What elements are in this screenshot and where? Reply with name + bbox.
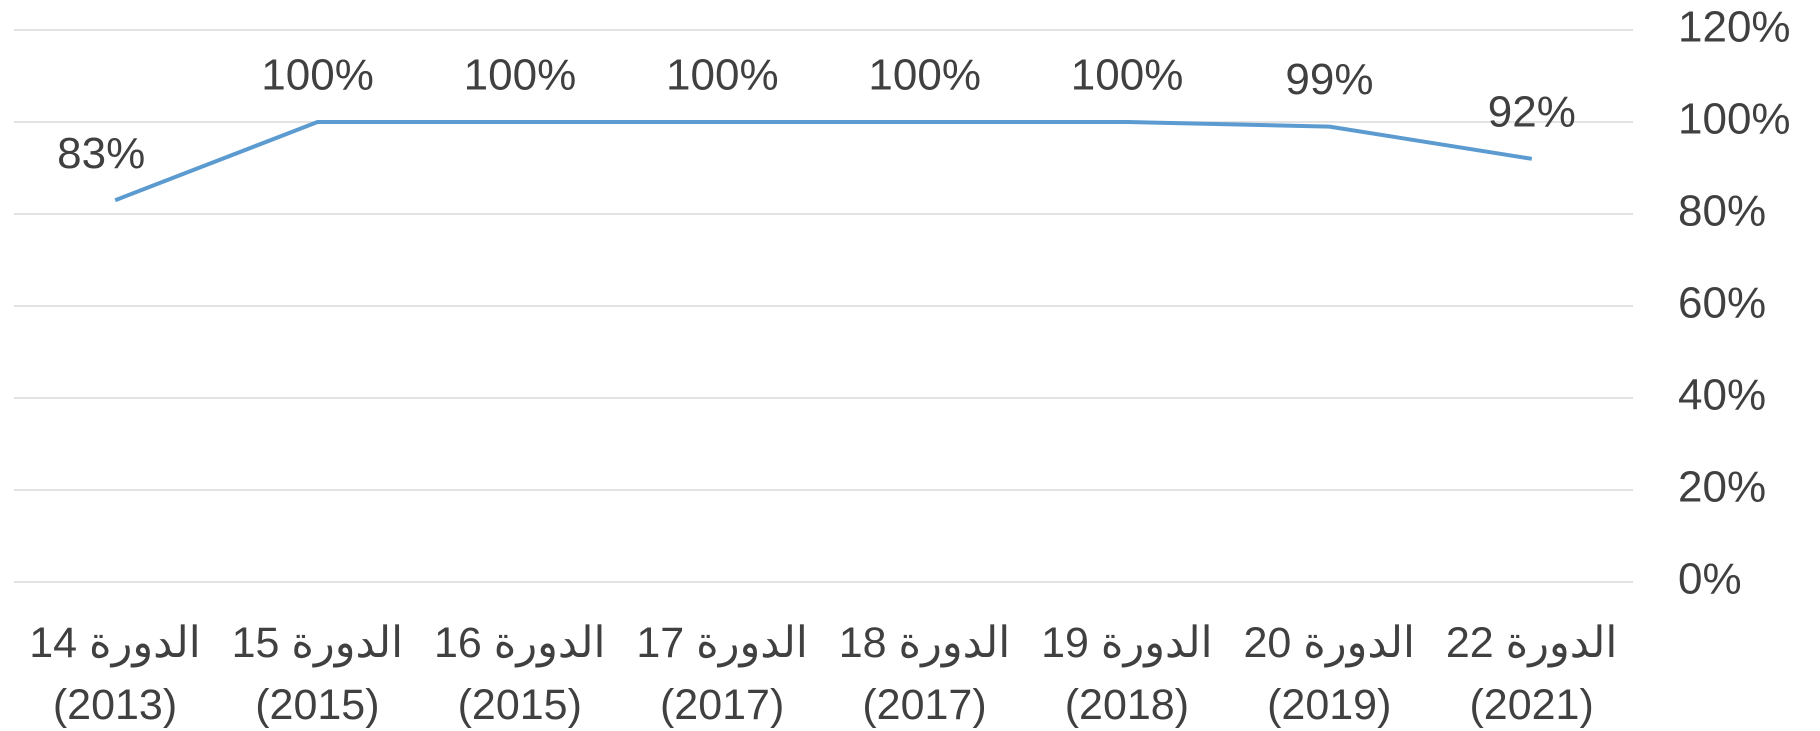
data-label: 92% <box>1488 87 1576 136</box>
y-tick-label: 80% <box>1678 187 1766 236</box>
y-tick-label: 0% <box>1678 555 1742 604</box>
x-tick-label: الدورة 15 (2015) <box>231 619 404 729</box>
x-tick-label: الدورة 20 (2019) <box>1243 619 1415 729</box>
y-tick-label: 40% <box>1678 371 1766 420</box>
y-tick-label: 100% <box>1678 95 1791 144</box>
data-label: 83% <box>57 129 145 178</box>
data-label: 100% <box>868 51 981 100</box>
y-tick-label: 60% <box>1678 279 1766 328</box>
data-label: 99% <box>1285 55 1373 104</box>
x-tick-label: الدورة 19 (2018) <box>1041 619 1213 729</box>
x-tick-label: الدورة 18 (2017) <box>838 619 1011 729</box>
data-label: 100% <box>261 51 374 100</box>
data-label: 100% <box>464 51 577 100</box>
line <box>114 120 1533 203</box>
x-tick-label: الدورة 17 (2017) <box>636 619 808 729</box>
data-label: 100% <box>666 51 779 100</box>
y-tick-label: 20% <box>1678 463 1766 512</box>
data-label: 100% <box>1071 51 1184 100</box>
x-tick-label: الدورة 16 (2015) <box>434 619 606 729</box>
y-tick-label: 120% <box>1678 3 1791 52</box>
x-tick-label: الدورة 22 (2021) <box>1445 619 1618 729</box>
x-tick-label: الدورة 14 (2013) <box>29 619 201 729</box>
